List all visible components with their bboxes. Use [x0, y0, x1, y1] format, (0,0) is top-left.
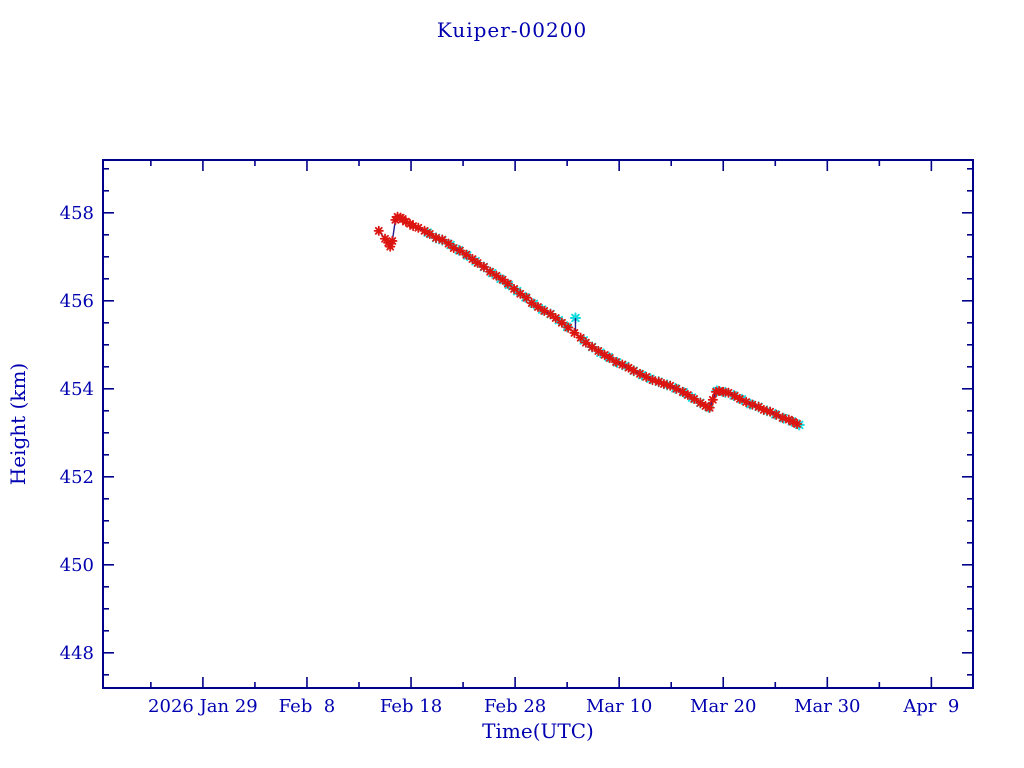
y-axis-label: Height (km) — [6, 362, 30, 486]
plot-frame — [102, 159, 974, 689]
x-tick-labels: 2026 Jan 29 Feb 8 Feb 18 Feb 28 Mar 10 Mar 20… — [148, 696, 959, 717]
x-tick-label: Apr 9 — [902, 696, 959, 717]
y-tick-labels: 448 450 452 454 456 458 — [60, 203, 94, 664]
y-tick-label: 456 — [60, 291, 94, 312]
x-tick-label: Mar 30 — [794, 696, 860, 717]
y-tick-label: 454 — [60, 379, 94, 400]
y-tick-label: 458 — [60, 203, 94, 224]
y-tick-label: 448 — [60, 643, 94, 664]
y-tick-label: 452 — [60, 467, 94, 488]
x-tick-label: 2026 Jan 29 — [148, 696, 258, 717]
x-tick-label: Feb 28 — [484, 696, 546, 717]
chart-title: Kuiper-00200 — [436, 18, 588, 42]
x-axis-label: Time(UTC) — [482, 719, 594, 743]
series-red-markers — [373, 211, 803, 430]
x-tick-label: Feb 18 — [380, 696, 442, 717]
y-tick-label: 450 — [60, 555, 94, 576]
x-tick-label: Mar 10 — [586, 696, 652, 717]
x-tick-label: Feb 8 — [279, 696, 336, 717]
axis-ticks — [103, 160, 973, 688]
x-tick-label: Mar 20 — [690, 696, 756, 717]
